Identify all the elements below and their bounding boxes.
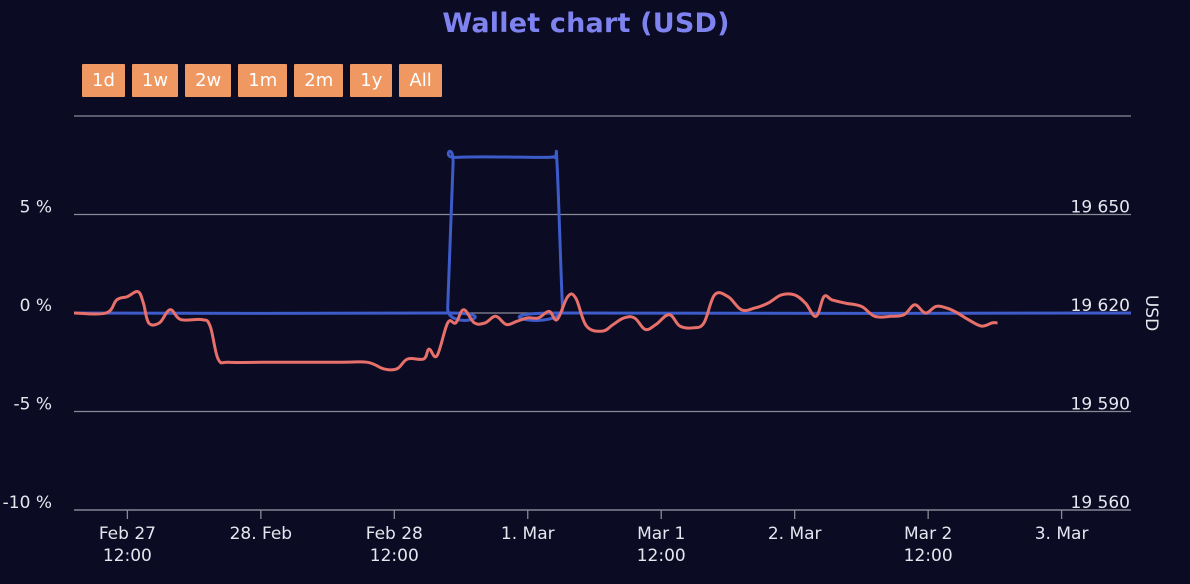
x-tick-label: 12:00	[103, 546, 152, 566]
y-left-tick-label: 5 %	[20, 198, 52, 218]
x-tick-label: 2. Mar	[768, 524, 822, 544]
y-right-tick-label: 19 620	[1071, 296, 1130, 316]
range-button-2m[interactable]: 2m	[294, 64, 344, 97]
y-right-tick-label: 19 590	[1071, 395, 1130, 415]
x-tick-label: Feb 27	[99, 524, 156, 544]
range-button-1d[interactable]: 1d	[82, 64, 125, 97]
x-tick-label: 12:00	[637, 546, 686, 566]
x-tick-label: Mar 2	[904, 524, 952, 544]
y-right-tick-label: 19 560	[1071, 493, 1130, 513]
y-left-tick-label: -10 %	[3, 493, 52, 513]
y-right-tick-label: 19 650	[1071, 198, 1130, 218]
x-tick-label: 28. Feb	[230, 524, 293, 544]
y-left-tick-label: 0 %	[20, 296, 52, 316]
range-button-all[interactable]: All	[399, 64, 442, 97]
x-tick-label: Feb 28	[366, 524, 423, 544]
series-line-percent	[73, 149, 1132, 322]
y-left-tick-label: -5 %	[13, 395, 52, 415]
range-selector: 1d 1w 2w 1m 2m 1y All	[82, 64, 442, 97]
range-button-1w[interactable]: 1w	[131, 64, 179, 97]
range-button-2w[interactable]: 2w	[185, 64, 232, 97]
x-tick-label: 3. Mar	[1035, 524, 1089, 544]
x-tick-label: 12:00	[370, 546, 419, 566]
x-tick-label: 1. Mar	[501, 524, 555, 544]
y-right-axis-title: USD	[1141, 295, 1161, 331]
series-line-usd	[73, 290, 998, 372]
x-tick-label: 12:00	[904, 546, 953, 566]
range-button-1m[interactable]: 1m	[238, 64, 288, 97]
chart-title: Wallet chart (USD)	[442, 8, 730, 39]
range-button-1y[interactable]: 1y	[350, 64, 393, 97]
x-tick-label: Mar 1	[637, 524, 685, 544]
